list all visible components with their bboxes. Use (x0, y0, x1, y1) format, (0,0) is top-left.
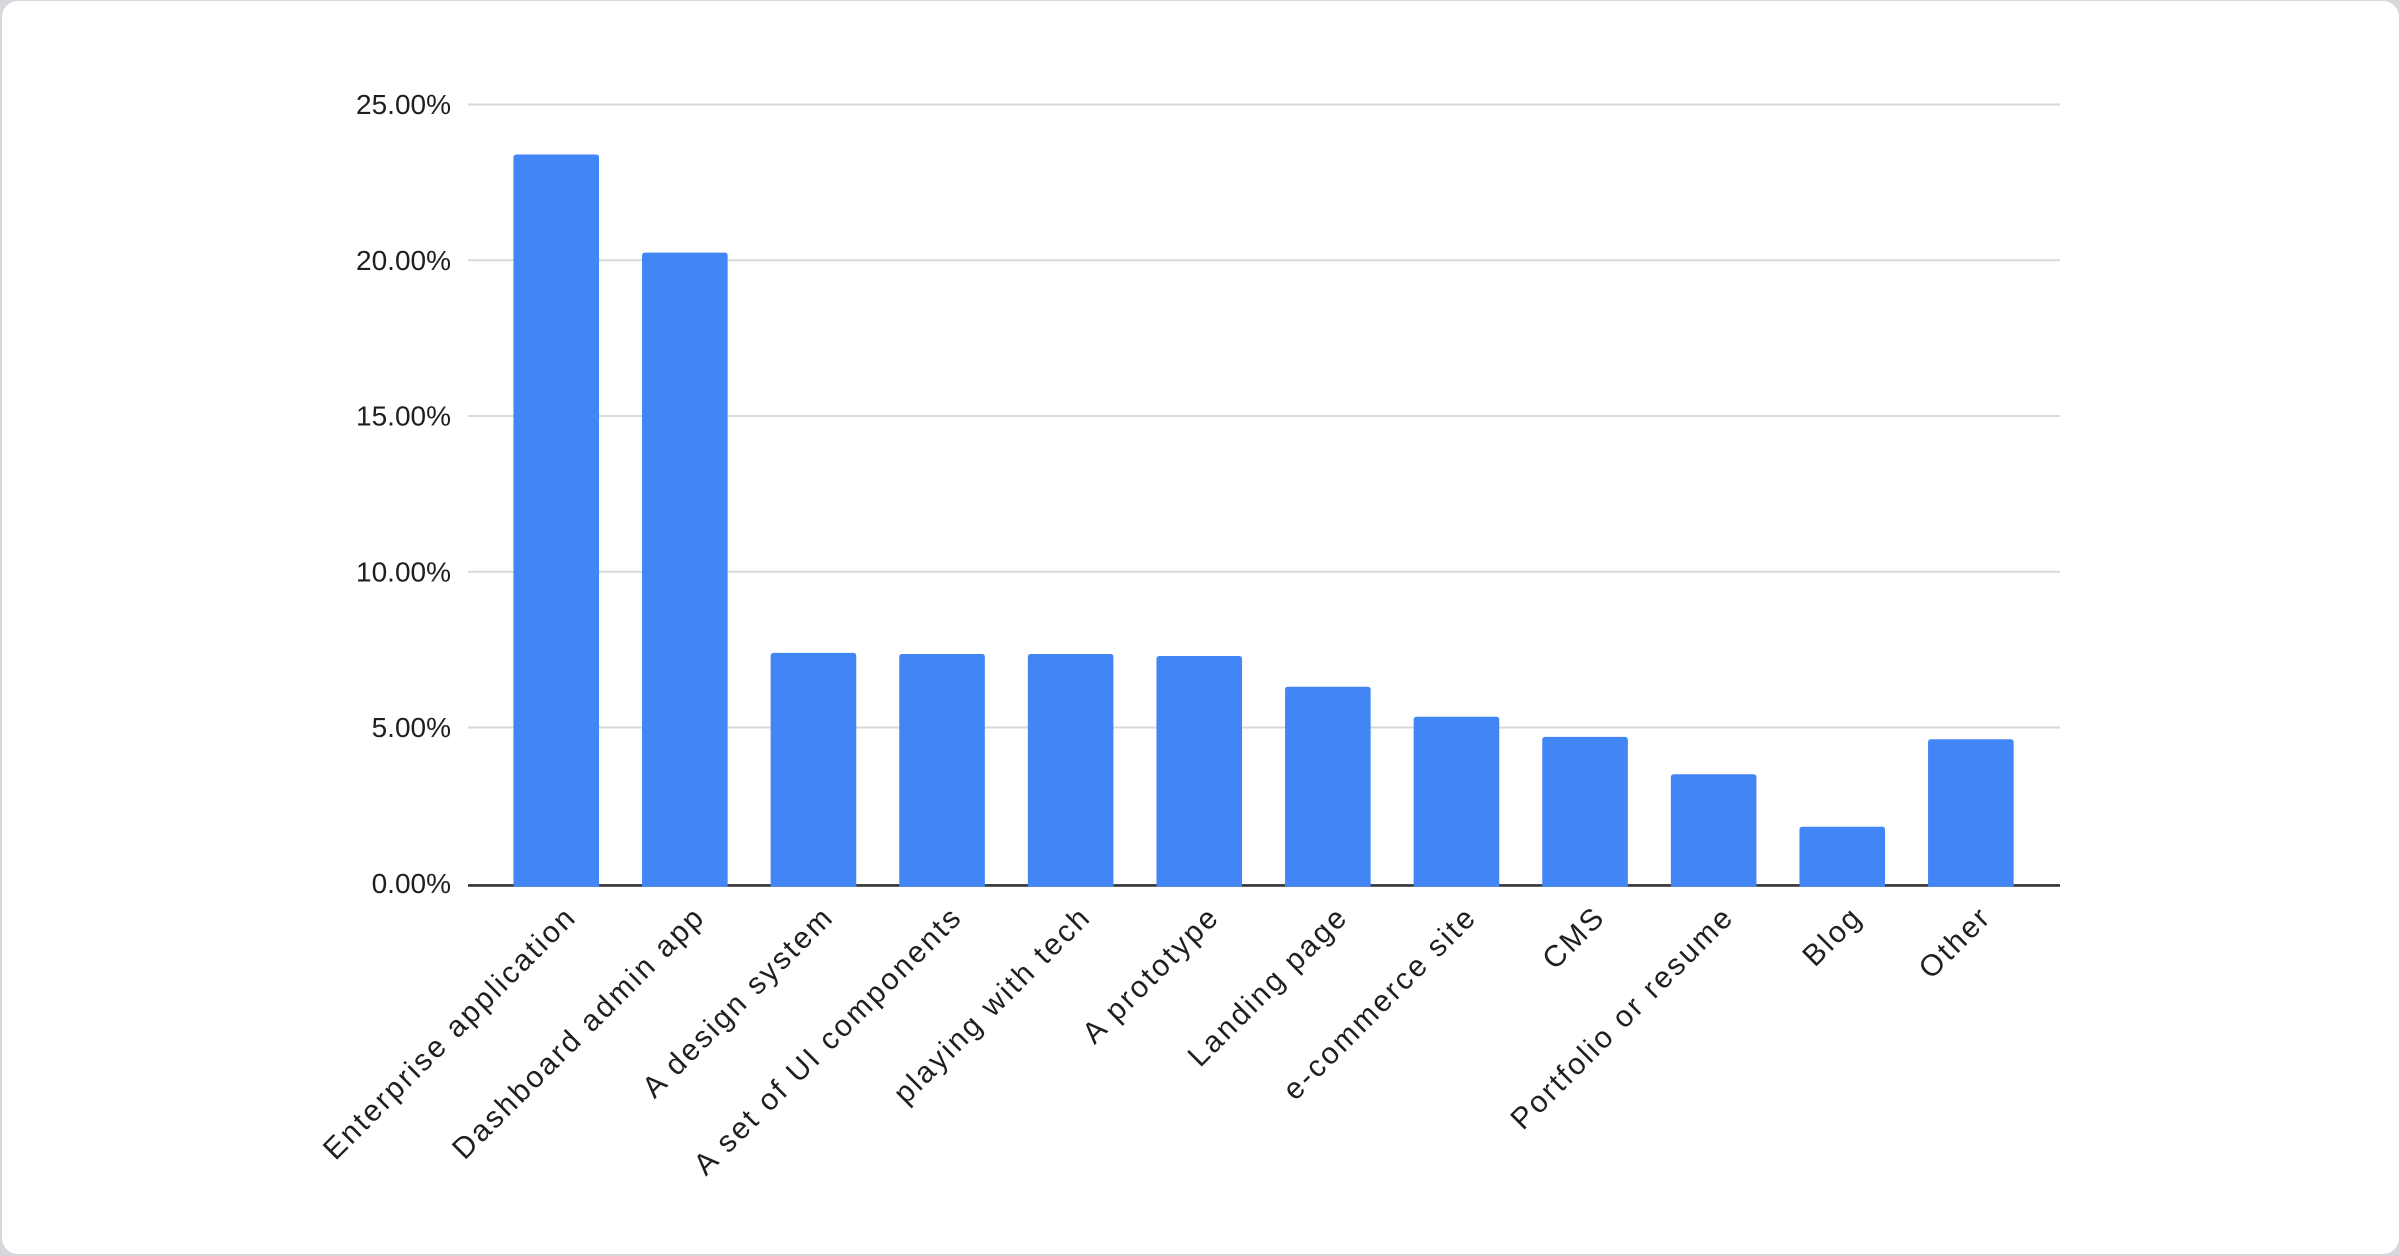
svg-text:Other: Other (1913, 900, 1998, 985)
svg-text:Blog: Blog (1796, 900, 1869, 973)
svg-text:0.00%: 0.00% (372, 868, 451, 899)
svg-text:CMS: CMS (1536, 900, 1612, 976)
svg-text:5.00%: 5.00% (372, 712, 451, 743)
svg-text:Dashboard admin app: Dashboard admin app (446, 900, 712, 1166)
svg-text:10.00%: 10.00% (356, 556, 451, 587)
svg-text:Enterprise application: Enterprise application (317, 900, 583, 1166)
svg-text:20.00%: 20.00% (356, 245, 451, 276)
svg-text:A set of UI components: A set of UI components (687, 900, 969, 1182)
svg-text:Portfolio or resume: Portfolio or resume (1504, 900, 1740, 1136)
svg-text:25.00%: 25.00% (356, 89, 451, 120)
svg-text:15.00%: 15.00% (356, 401, 451, 432)
